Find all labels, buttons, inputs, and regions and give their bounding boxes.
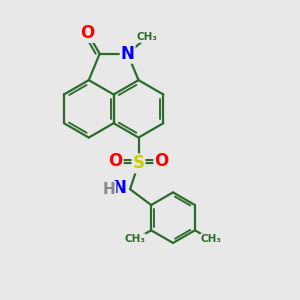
- Text: H: H: [103, 182, 116, 197]
- Text: CH₃: CH₃: [201, 234, 222, 244]
- Text: CH₃: CH₃: [137, 32, 158, 42]
- Text: O: O: [154, 152, 169, 170]
- Text: N: N: [121, 45, 134, 63]
- Text: CH₃: CH₃: [124, 234, 145, 244]
- Text: N: N: [112, 179, 126, 197]
- Text: O: O: [108, 152, 123, 170]
- Text: S: S: [133, 154, 145, 172]
- Text: O: O: [80, 24, 95, 42]
